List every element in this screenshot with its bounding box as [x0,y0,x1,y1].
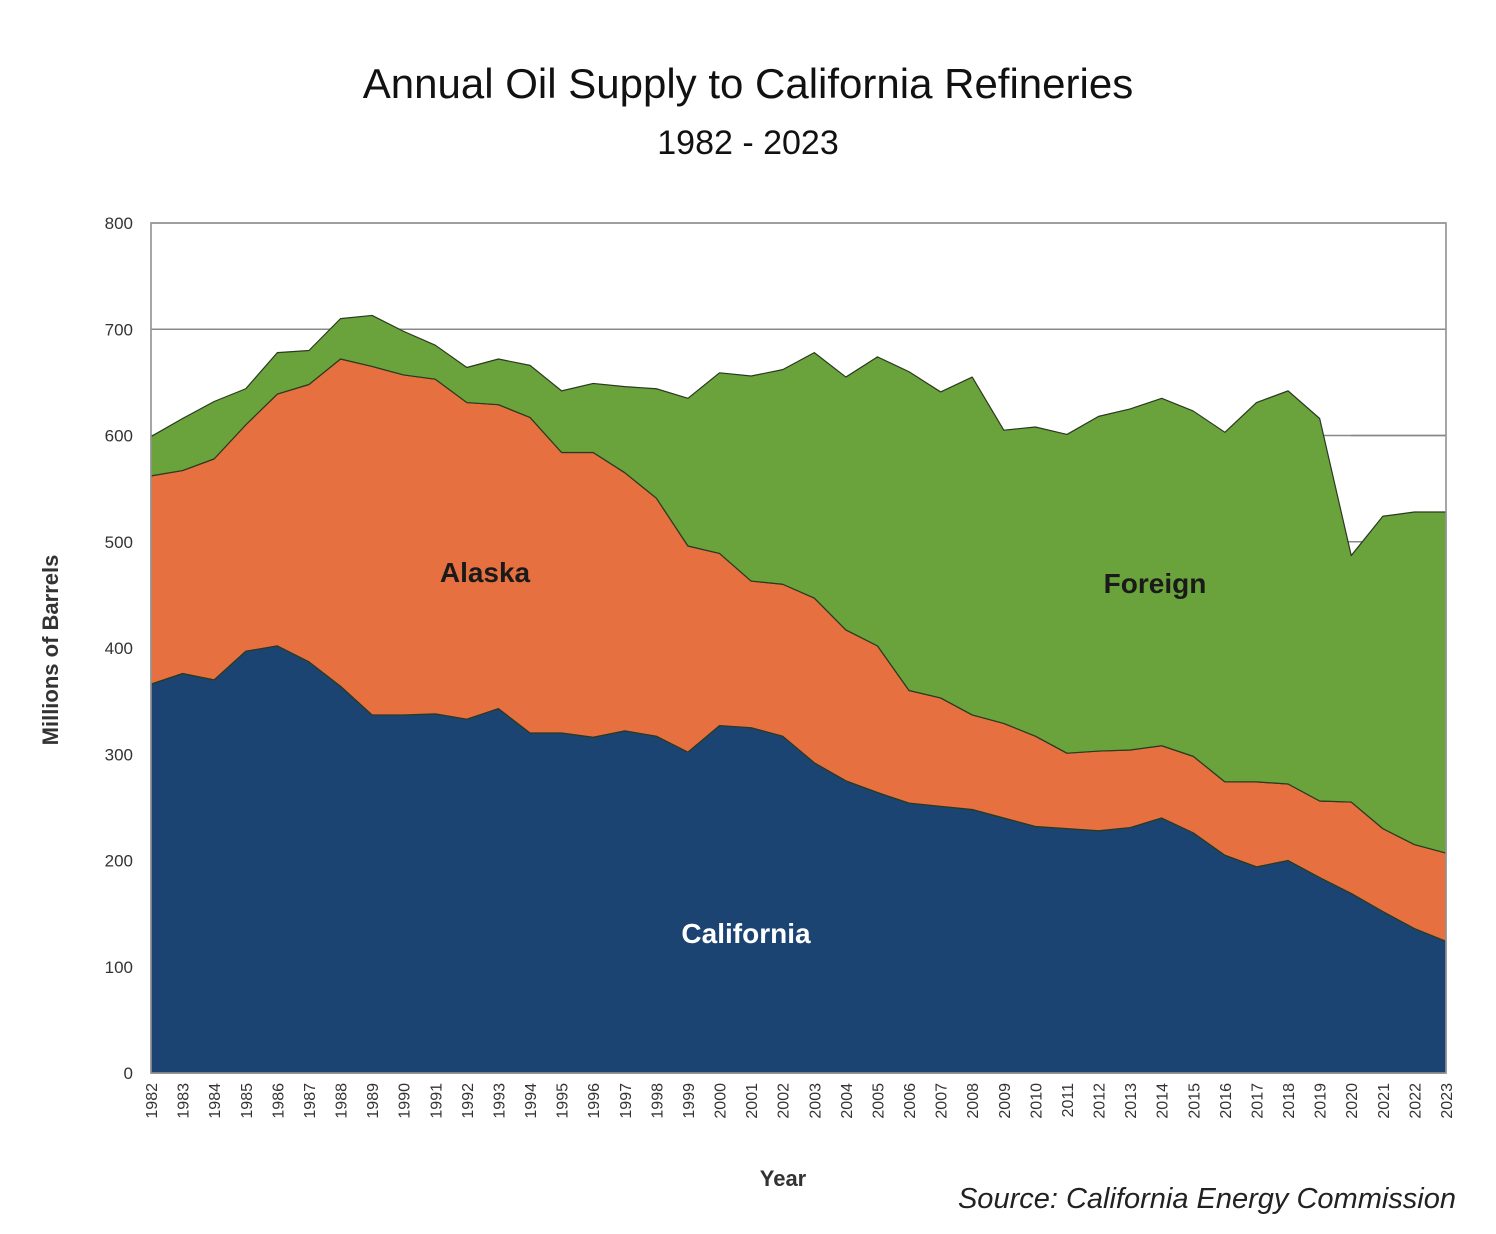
y-tick-label: 800 [105,214,133,233]
y-tick-label: 200 [105,852,133,871]
x-tick-label: 1989 [365,1083,382,1119]
x-tick-label: 1995 [555,1083,572,1119]
y-axis-label: Millions of Barrels [38,555,63,746]
x-tick-label: 2008 [965,1083,982,1119]
series-label-alaska: Alaska [440,557,531,588]
x-tick-label: 2012 [1092,1083,1109,1119]
x-tick-label: 1992 [460,1083,477,1119]
x-tick-label: 2000 [713,1083,730,1119]
x-tick-label: 1984 [207,1083,224,1119]
y-tick-label: 600 [105,427,133,446]
x-tick-label: 1985 [239,1083,256,1119]
series-label-california: California [681,918,811,949]
x-tick-label: 1990 [397,1083,414,1119]
x-tick-label: 2009 [997,1083,1014,1119]
plot-border [150,222,1447,1074]
x-tick-label: 1996 [586,1083,603,1119]
x-tick-label: 2006 [902,1083,919,1119]
x-tick-label: 2007 [934,1083,951,1119]
x-tick-label: 2010 [1028,1083,1045,1119]
x-tick-label: 2004 [839,1083,856,1119]
x-tick-label: 1994 [523,1083,540,1119]
series-label-foreign: Foreign [1104,568,1207,599]
y-tick-label: 700 [105,320,133,339]
x-axis-label: Year [760,1166,807,1191]
x-tick-label: 1997 [618,1083,635,1119]
source-note: Source: California Energy Commission [957,1183,1456,1215]
x-tick-label: 1986 [270,1083,287,1119]
x-tick-label: 2016 [1218,1083,1235,1119]
x-tick-label: 2023 [1439,1083,1456,1119]
x-tick-label: 2001 [744,1083,761,1119]
x-tick-label: 1988 [334,1083,351,1119]
y-tick-label: 500 [105,533,133,552]
x-tick-label: 2003 [807,1083,824,1119]
x-tick-label: 2011 [1060,1083,1077,1118]
x-tick-label: 2018 [1281,1083,1298,1119]
x-tick-label: 2022 [1407,1083,1424,1119]
x-tick-label: 1983 [176,1083,193,1119]
x-tick-label: 2002 [776,1083,793,1119]
x-tick-label: 2005 [870,1083,887,1119]
x-tick-label: 2014 [1155,1083,1172,1119]
chart-title: Annual Oil Supply to California Refineri… [362,60,1134,107]
x-tick-label: 1982 [144,1083,161,1119]
x-tick-label: 1998 [649,1083,666,1119]
chart-subtitle: 1982 - 2023 [657,124,839,162]
x-tick-label: 2020 [1344,1083,1361,1119]
x-tick-label: 2013 [1123,1083,1140,1119]
x-tick-label: 2021 [1376,1083,1393,1119]
x-tick-label: 1987 [302,1083,319,1119]
x-tick-label: 1991 [428,1083,445,1119]
x-tick-label: 2017 [1249,1083,1266,1119]
y-tick-label: 0 [124,1064,133,1083]
x-tick-label: 1993 [491,1083,508,1119]
y-tick-label: 300 [105,745,133,764]
y-tick-label: 100 [105,958,133,977]
x-tick-label: 2019 [1313,1083,1330,1119]
x-tick-label: 2015 [1186,1083,1203,1119]
x-tick-label: 1999 [681,1083,698,1119]
y-tick-label: 400 [105,639,133,658]
